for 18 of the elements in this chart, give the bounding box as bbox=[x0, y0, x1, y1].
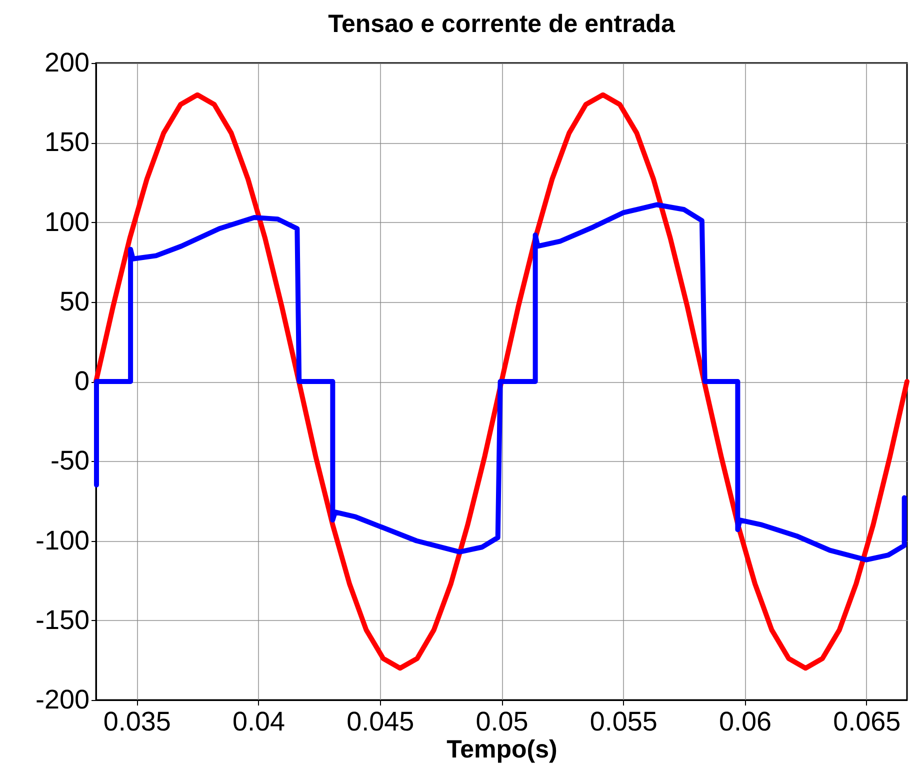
y-tick-label: 150 bbox=[44, 127, 90, 158]
x-tick-label: 0.045 bbox=[346, 706, 414, 736]
y-tick-label: -50 bbox=[50, 446, 90, 476]
x-tick-label: 0.035 bbox=[103, 706, 171, 736]
x-tick-label: 0.05 bbox=[476, 706, 528, 736]
y-tick-label: -150 bbox=[35, 604, 90, 635]
y-tick-label: 100 bbox=[44, 206, 90, 237]
x-tick-label: 0.065 bbox=[833, 706, 901, 736]
x-tick-label: 0.04 bbox=[232, 706, 286, 736]
x-axis-title: Tempo(s) bbox=[446, 736, 558, 764]
x-tick-label: 0.06 bbox=[718, 706, 772, 736]
y-tick-label: 200 bbox=[44, 48, 90, 78]
y-tick-label: -200 bbox=[35, 684, 90, 714]
y-tick-label: 50 bbox=[59, 286, 90, 316]
y-tick-label: 0 bbox=[74, 366, 90, 396]
x-tick-label: 0.055 bbox=[590, 706, 658, 736]
y-tick-label: -100 bbox=[35, 525, 90, 556]
chart-title: Tensao e corrente de entrada bbox=[328, 10, 676, 38]
